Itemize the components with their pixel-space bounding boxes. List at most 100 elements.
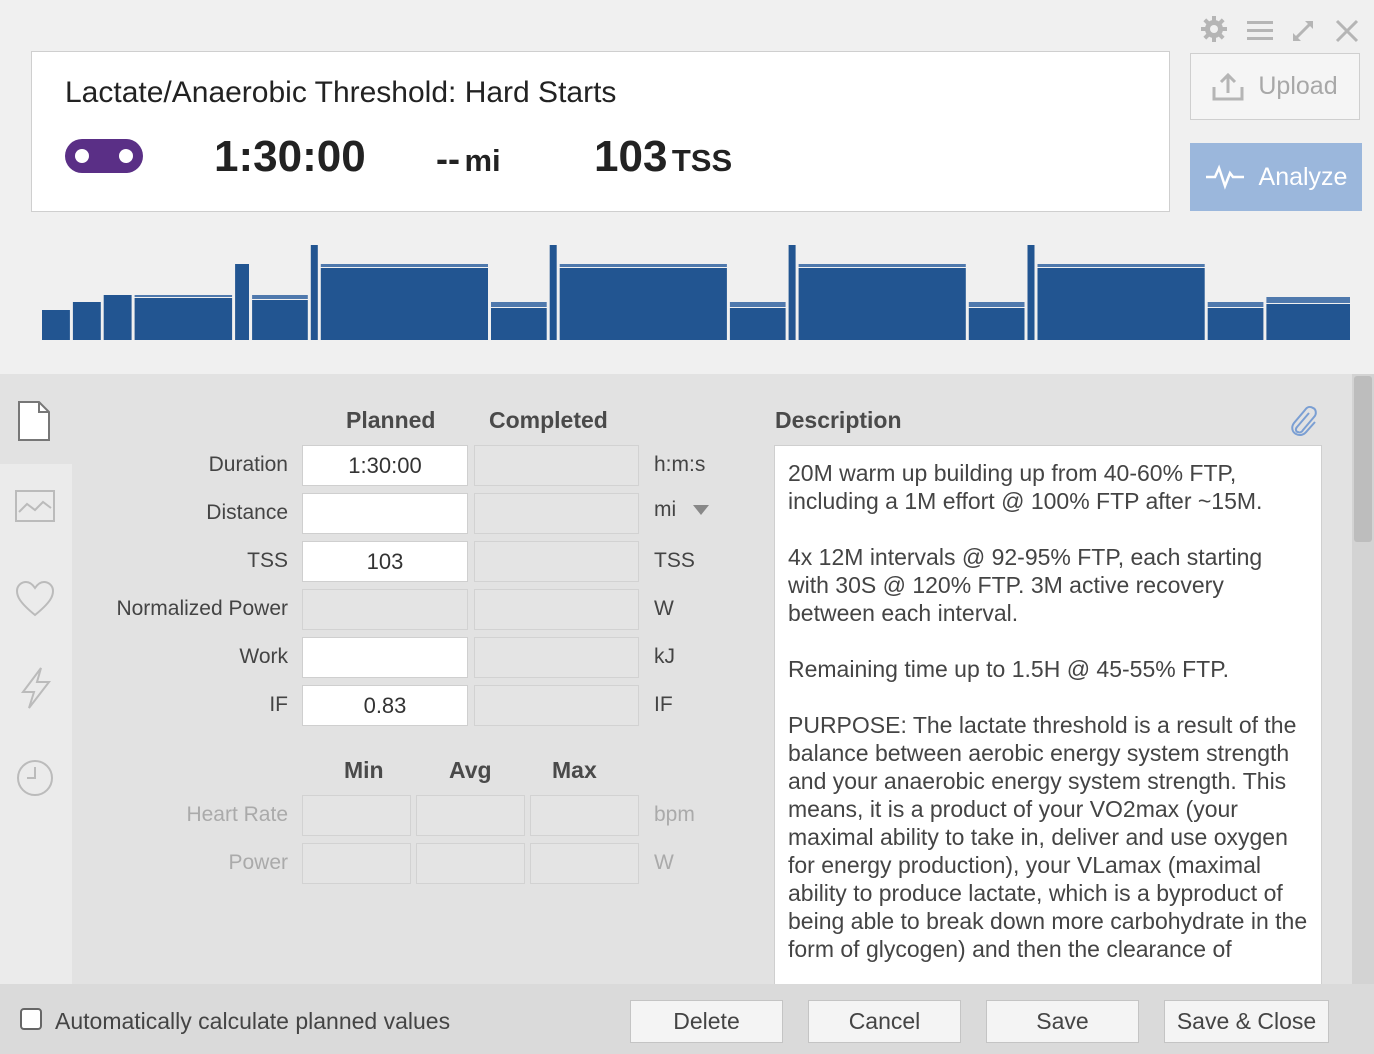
workout-segment[interactable] <box>134 298 233 340</box>
heart-rate-unit: bpm <box>654 803 695 826</box>
close-icon[interactable] <box>1332 16 1362 46</box>
workout-structure-graph[interactable] <box>42 240 1350 340</box>
upload-button[interactable]: Upload <box>1190 53 1360 120</box>
workout-segment-range <box>1207 302 1264 307</box>
tss-label: TSS <box>247 549 288 572</box>
if-unit: IF <box>654 693 673 716</box>
workout-segment-range <box>320 264 488 267</box>
sidebar-rail <box>0 374 72 984</box>
workout-segment[interactable] <box>235 264 249 340</box>
workout-segment-range <box>134 295 233 297</box>
planned-if-input[interactable]: 0.83 <box>302 685 468 726</box>
distance-unit-select[interactable]: mi <box>654 498 710 522</box>
workout-segment-range <box>252 295 308 299</box>
completed-header: Completed <box>489 407 608 433</box>
normalized-power-label: Normalized Power <box>116 597 288 620</box>
planned-duration-input[interactable]: 1:30:00 <box>302 445 468 486</box>
upload-label: Upload <box>1258 72 1338 100</box>
save-button[interactable]: Save <box>986 1000 1139 1043</box>
delete-button[interactable]: Delete <box>630 1000 783 1043</box>
power-label: Power <box>228 851 288 874</box>
duration-value: 1:30:00 <box>214 132 366 181</box>
heart-icon[interactable] <box>15 580 55 620</box>
auto-calculate-label[interactable]: Automatically calculate planned values <box>55 1008 451 1034</box>
completed-work-input <box>474 637 639 678</box>
workout-segment[interactable] <box>252 300 308 340</box>
heart-rate-avg-input <box>416 795 525 836</box>
workout-segment[interactable] <box>788 245 796 340</box>
pulse-icon <box>1205 164 1244 190</box>
tss-value: 103 <box>594 132 668 181</box>
completed-np-input <box>474 589 639 630</box>
planned-header: Planned <box>346 407 436 433</box>
workout-segment[interactable] <box>1037 268 1205 340</box>
heart-rate-min-input <box>302 795 411 836</box>
planned-distance-input[interactable] <box>302 493 468 534</box>
workout-segment[interactable] <box>968 308 1025 340</box>
tss-unit: TSS <box>671 143 733 178</box>
scrollbar-thumb[interactable] <box>1354 376 1372 542</box>
tss-unit-label: TSS <box>654 549 695 572</box>
completed-if-input <box>474 685 639 726</box>
np-unit: W <box>654 597 674 620</box>
cancel-button[interactable]: Cancel <box>808 1000 961 1043</box>
min-header: Min <box>344 757 384 783</box>
power-unit: W <box>654 851 674 874</box>
chart-icon[interactable] <box>15 490 55 530</box>
workout-segment[interactable] <box>549 245 557 340</box>
work-label: Work <box>239 645 288 668</box>
workout-segment-range <box>968 302 1025 307</box>
bike-chain-icon <box>65 139 143 173</box>
workout-segment[interactable] <box>103 295 132 340</box>
heart-rate-max-input <box>530 795 639 836</box>
planned-tss-input[interactable]: 103 <box>302 541 468 582</box>
power-avg-input <box>416 843 525 884</box>
workout-segment[interactable] <box>1027 245 1035 340</box>
save-close-button[interactable]: Save & Close <box>1164 1000 1329 1043</box>
workout-segment[interactable] <box>491 308 547 340</box>
description-textarea[interactable]: 20M warm up building up from 40-60% FTP,… <box>774 445 1322 985</box>
planned-np-input <box>302 589 468 630</box>
avg-header: Avg <box>449 757 492 783</box>
completed-duration-input <box>474 445 639 486</box>
workout-segment[interactable] <box>559 268 727 340</box>
workout-segment[interactable] <box>320 268 488 340</box>
paperclip-icon[interactable] <box>1288 404 1318 443</box>
auto-calculate-checkbox[interactable] <box>20 1008 42 1030</box>
workout-segment-range <box>798 264 966 267</box>
distance-label: Distance <box>206 501 288 524</box>
duration-label: Duration <box>208 453 288 476</box>
menu-icon[interactable] <box>1245 16 1275 46</box>
workout-segment-range <box>1037 264 1205 267</box>
lightning-icon[interactable] <box>17 666 57 709</box>
workout-segment[interactable] <box>310 245 318 340</box>
workout-segment-range <box>1266 297 1350 303</box>
clock-icon[interactable] <box>15 758 55 798</box>
workout-segment-range <box>559 264 727 267</box>
distance-summary: -- mi <box>436 138 501 180</box>
workout-segment-range <box>729 302 786 307</box>
chevron-down-icon <box>693 505 710 515</box>
expand-icon[interactable] <box>1288 16 1318 46</box>
distance-value: -- <box>436 138 460 179</box>
upload-icon <box>1212 72 1244 100</box>
document-icon[interactable] <box>17 400 57 441</box>
heart-rate-label: Heart Rate <box>186 803 288 826</box>
workout-segment[interactable] <box>42 310 70 340</box>
completed-distance-input <box>474 493 639 534</box>
power-max-input <box>530 843 639 884</box>
workout-segment[interactable] <box>729 308 786 340</box>
workout-segment[interactable] <box>72 302 101 340</box>
analyze-button[interactable]: Analyze <box>1190 143 1362 211</box>
max-header: Max <box>552 757 597 783</box>
workout-summary-card: Lactate/Anaerobic Threshold: Hard Starts… <box>31 51 1170 212</box>
workout-segment[interactable] <box>1207 308 1264 340</box>
analyze-label: Analyze <box>1258 162 1348 191</box>
workout-segment[interactable] <box>798 268 966 340</box>
gear-icon[interactable] <box>1199 14 1229 44</box>
duration-unit: h:m:s <box>654 453 706 476</box>
planned-work-input[interactable] <box>302 637 468 678</box>
workout-segment[interactable] <box>1266 304 1350 340</box>
if-label: IF <box>269 693 288 716</box>
power-min-input <box>302 843 411 884</box>
